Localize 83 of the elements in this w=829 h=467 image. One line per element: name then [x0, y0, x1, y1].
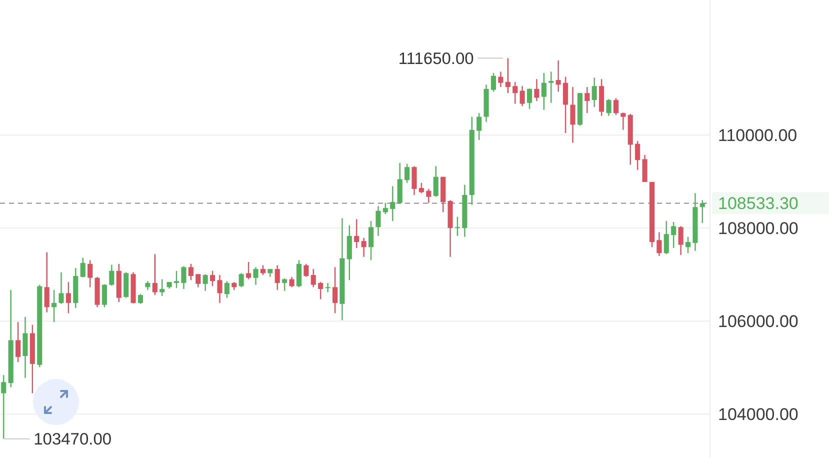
candlestick: [1, 374, 6, 440]
candlestick: [498, 71, 504, 88]
candlestick: [310, 268, 316, 288]
candlestick: [274, 264, 280, 291]
candlestick: [426, 188, 432, 204]
candlestick: [584, 86, 590, 114]
candlestick: [505, 58, 510, 94]
candlestick: [382, 202, 388, 215]
candlestick: [563, 76, 568, 134]
candlestick: [570, 86, 576, 144]
candlestick: [188, 263, 194, 281]
candlestick: [304, 263, 309, 278]
candlestick: [138, 294, 143, 304]
candlestick: [418, 182, 424, 194]
candlestick: [671, 221, 676, 249]
candlestick: [433, 166, 438, 198]
y-tick-label: 106000.00: [718, 312, 798, 332]
candlestick: [512, 81, 518, 104]
candlestick: [520, 85, 525, 107]
candlestick: [685, 236, 691, 254]
candlestick: [361, 237, 366, 258]
candlestick: [318, 281, 324, 300]
candlestick: [210, 270, 216, 287]
candlestick: [656, 232, 662, 257]
candlestick: [80, 257, 86, 278]
candlestick: [678, 226, 684, 256]
candlestick: [642, 154, 648, 183]
candlestick: [66, 281, 71, 314]
candlestick: [202, 274, 208, 292]
candlestick: [196, 274, 201, 288]
candlestick: [620, 112, 626, 130]
candlestick: [160, 278, 165, 297]
candlestick: [238, 272, 244, 288]
candlestick: [332, 266, 338, 314]
candlestick: [556, 60, 561, 92]
candlestick: [700, 200, 705, 224]
candlestick: [181, 266, 186, 290]
candlestick: [296, 260, 302, 288]
candlestick: [253, 266, 258, 286]
y-tick-label: 104000.00: [718, 405, 798, 424]
candlestick: [476, 112, 482, 141]
candlestick: [282, 278, 288, 292]
candlestick: [88, 260, 93, 288]
candlestick: [592, 77, 597, 108]
candlestick: [390, 186, 396, 222]
candlestick: [354, 218, 360, 249]
candlestick: [52, 289, 57, 323]
candlestick: [490, 72, 496, 92]
candlestick: [635, 140, 640, 170]
candlestick: [58, 272, 64, 304]
candlestick: [541, 72, 546, 110]
candlestick: [152, 253, 158, 296]
candlestick: [102, 284, 107, 308]
candlestick: [217, 274, 222, 304]
candlestick: [325, 282, 330, 293]
y-tick-label: 110000.00: [718, 126, 798, 145]
candlestick: [454, 216, 460, 237]
candlestick: [397, 162, 402, 204]
y-tick-label: 108000.00: [718, 218, 798, 238]
candlestick: [412, 166, 417, 196]
annotation: 103470.00: [34, 430, 112, 449]
candlestick: [664, 220, 669, 255]
candlestick: [368, 220, 374, 261]
candlestick: [606, 98, 612, 116]
candlestick: [124, 272, 129, 298]
candlestick: [376, 206, 381, 237]
candlestick: [289, 276, 294, 288]
candlestick: [534, 78, 540, 102]
ref-line-label: 108533.30: [718, 194, 798, 214]
candlestick: [260, 264, 266, 276]
candlestick: [224, 280, 230, 298]
candlestick: [246, 261, 252, 280]
candlestick: [174, 270, 180, 289]
candlestick: [526, 88, 532, 110]
candlestick: [404, 163, 410, 184]
candlestick: [346, 224, 352, 281]
candlestick: [109, 264, 114, 286]
candlestick: [548, 71, 554, 104]
annotation: 111650.00: [398, 50, 474, 68]
candlestick: [15, 321, 21, 363]
candlestick: [613, 98, 618, 116]
candlestick: [22, 316, 28, 378]
candlestick: [44, 252, 50, 313]
